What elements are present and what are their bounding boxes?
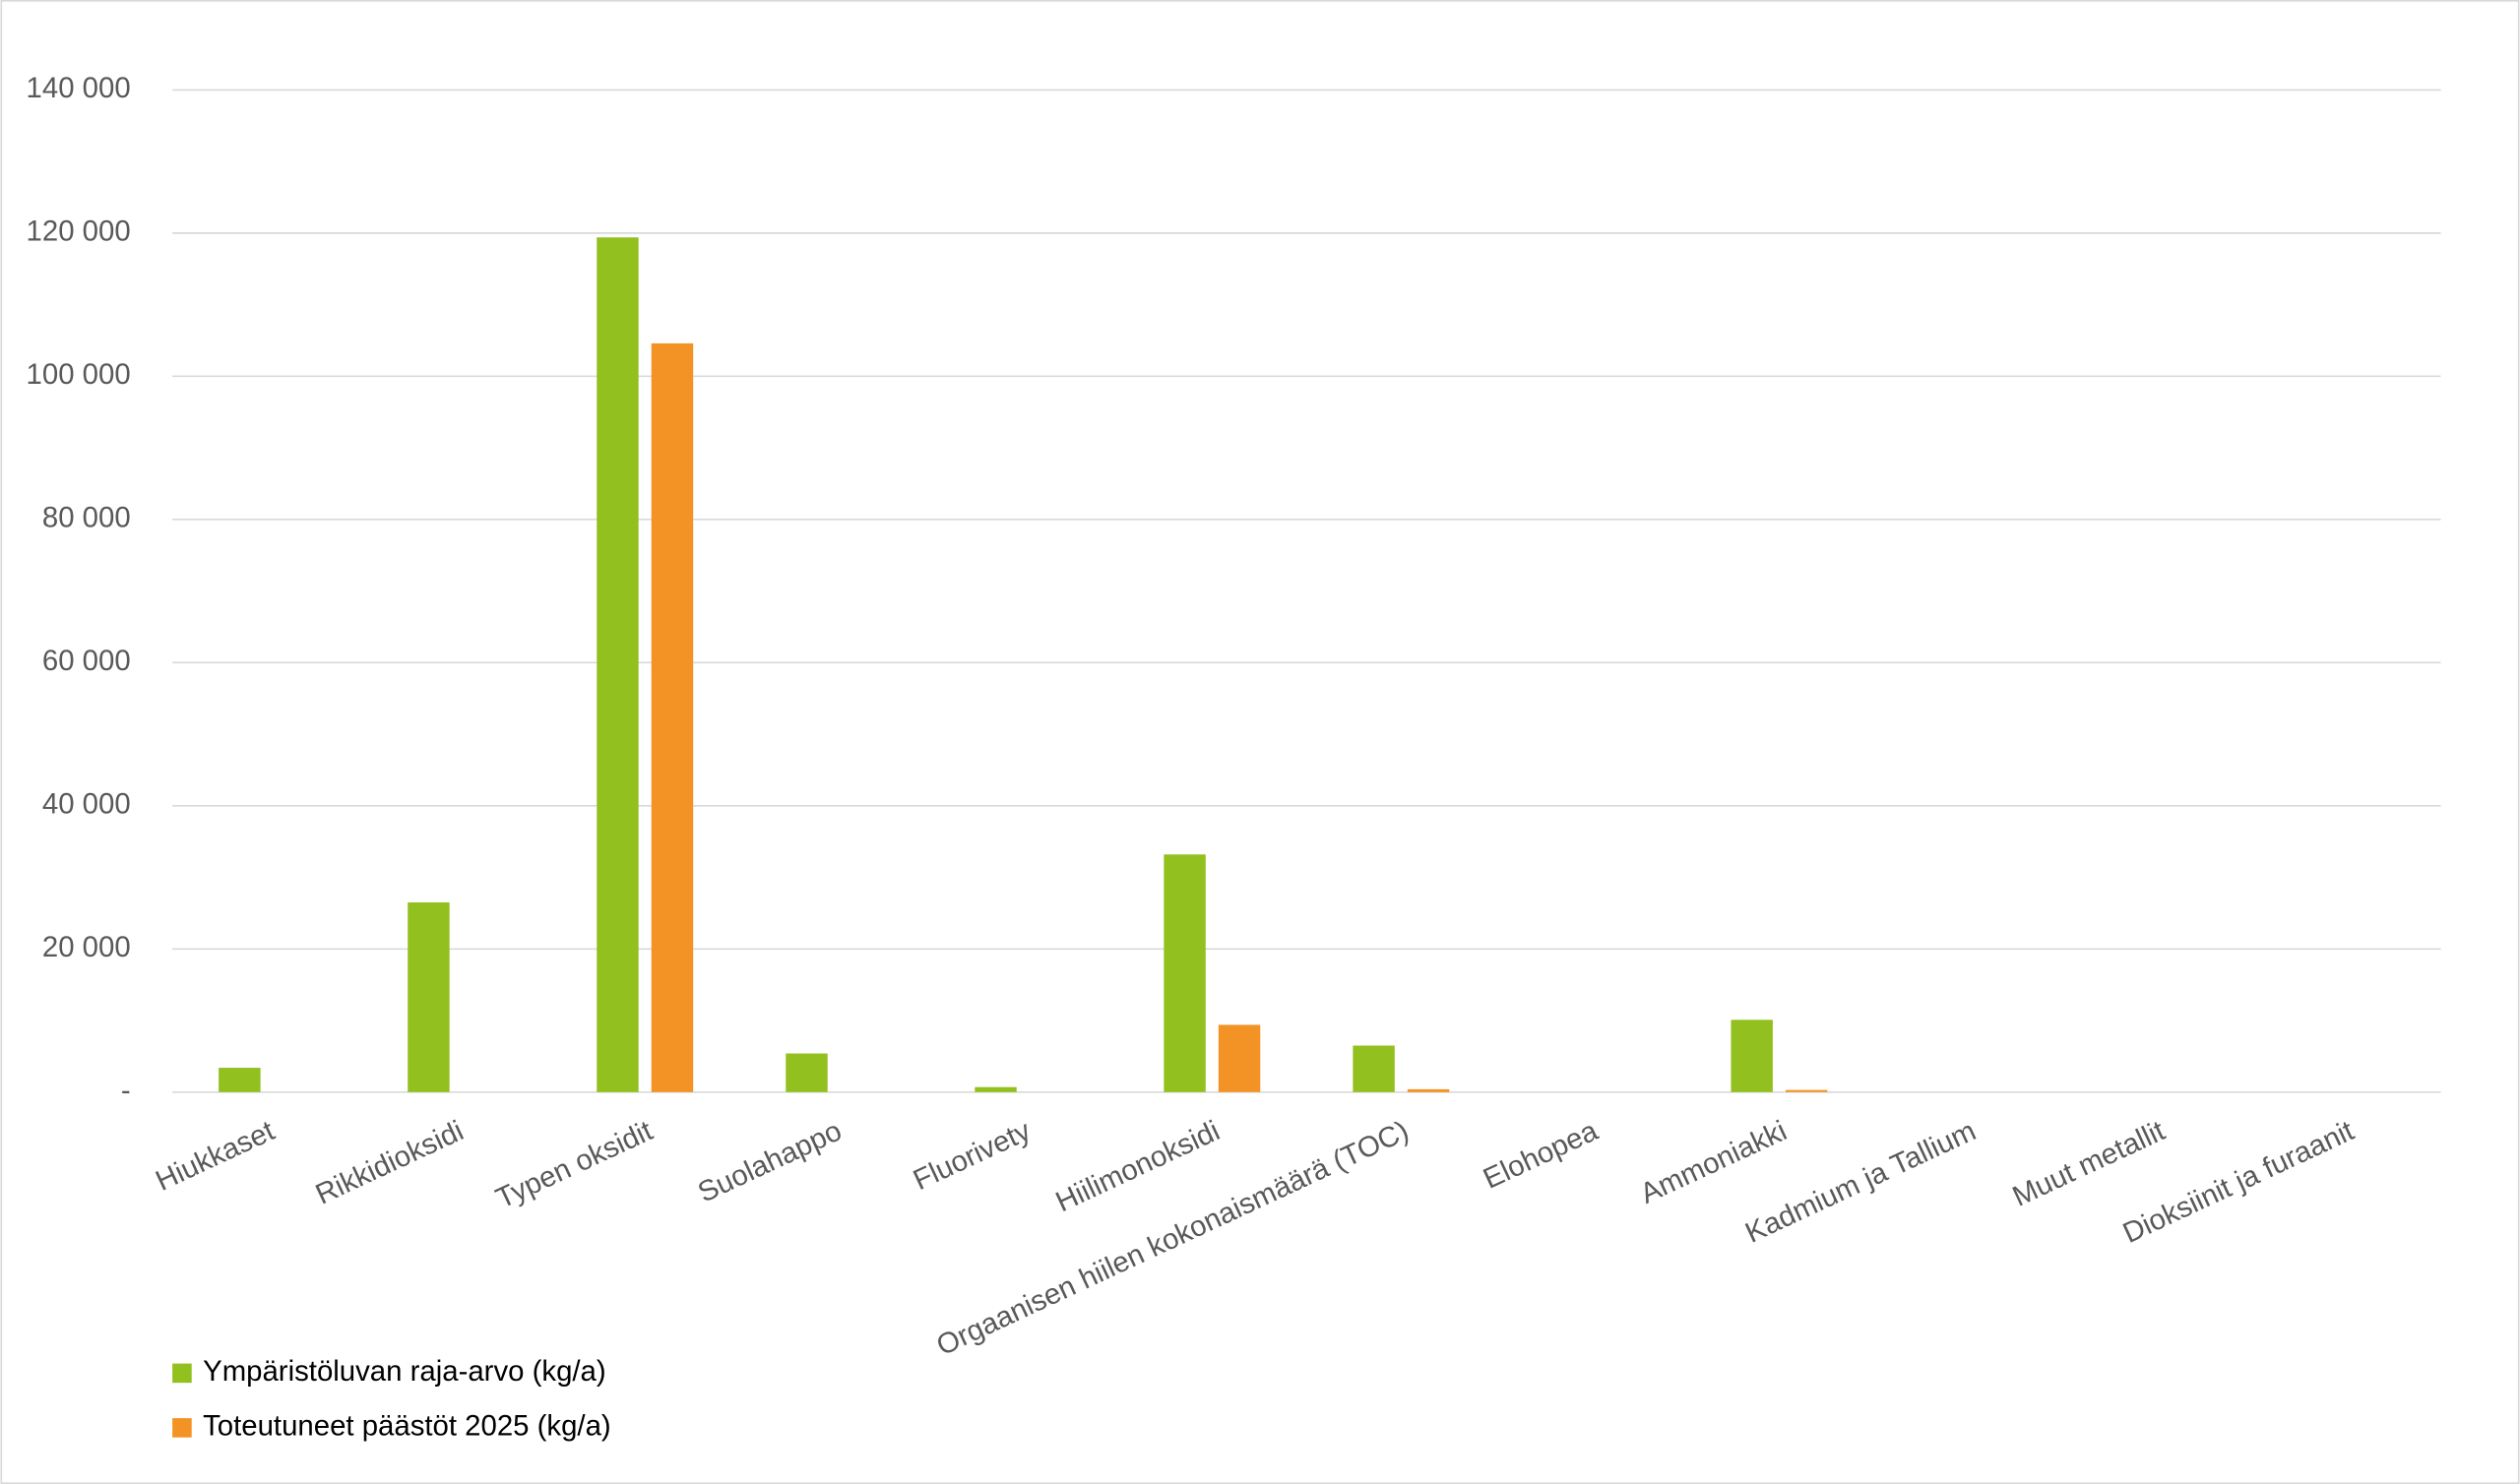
bar (786, 1053, 828, 1092)
y-tick-label: 40 000 (42, 788, 131, 821)
bar (1164, 854, 1206, 1092)
bar (1407, 1088, 1450, 1092)
bar (597, 237, 639, 1092)
legend-swatch (172, 1418, 192, 1438)
y-tick-label: 80 000 (42, 502, 131, 534)
bar (975, 1086, 1017, 1092)
y-tick-label: 100 000 (27, 358, 131, 391)
bar (1353, 1045, 1395, 1092)
bar (1218, 1024, 1261, 1092)
y-tick-label: 60 000 (42, 645, 131, 677)
bar (1731, 1020, 1773, 1092)
y-tick-label: 140 000 (27, 72, 131, 104)
bar (219, 1068, 261, 1092)
y-tick-label: - (121, 1075, 131, 1107)
y-tick-label: 20 000 (42, 931, 131, 963)
bar (408, 902, 450, 1092)
legend-swatch (172, 1363, 192, 1384)
legend-label: Ympäristöluvan raja-arvo (kg/a) (203, 1355, 606, 1388)
y-tick-label: 120 000 (27, 216, 131, 248)
bar (651, 342, 694, 1092)
bar (1785, 1089, 1828, 1092)
legend-label: Toteutuneet päästöt 2025 (kg/a) (203, 1410, 611, 1443)
